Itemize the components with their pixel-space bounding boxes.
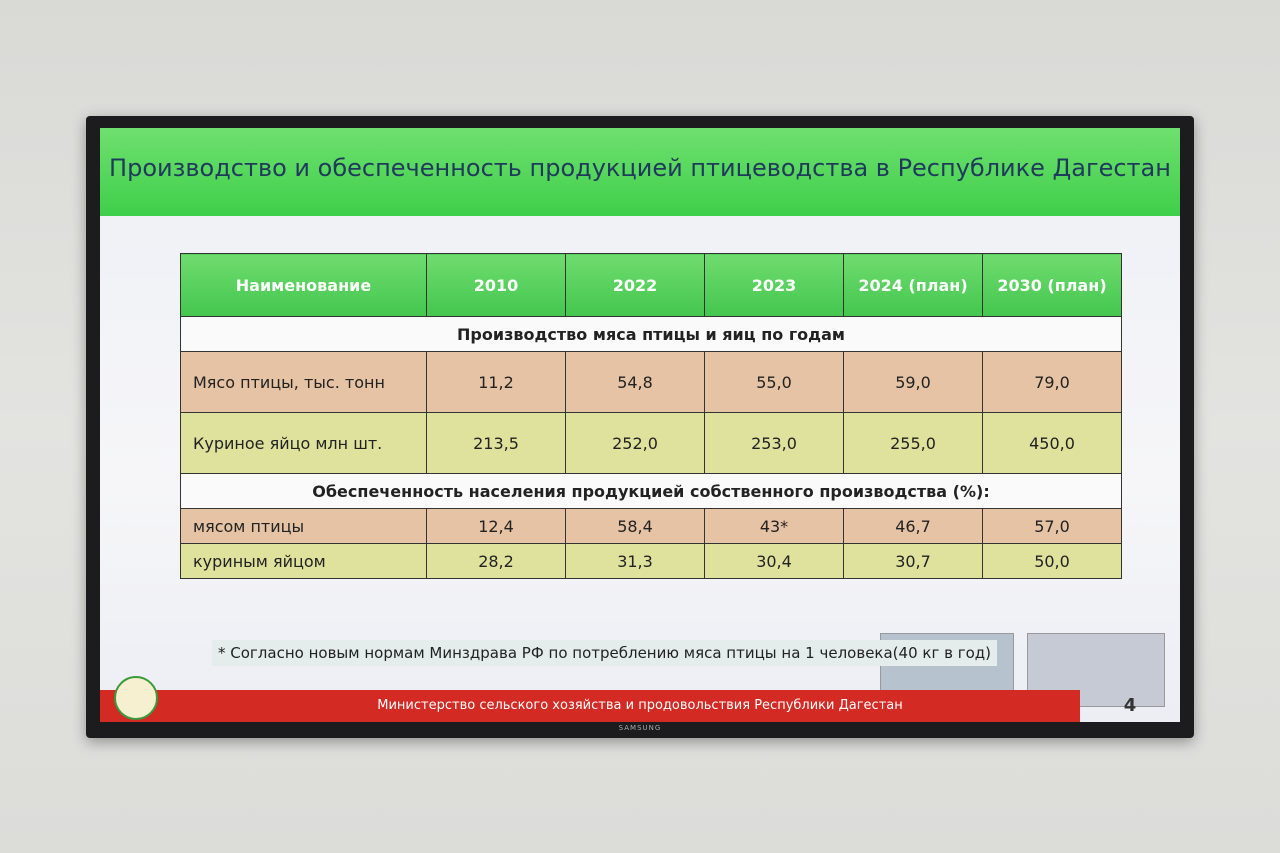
header-cell: 2024 (план) bbox=[843, 253, 983, 317]
value-cell: 30,7 bbox=[843, 543, 983, 579]
header-cell: 2022 bbox=[565, 253, 705, 317]
tv-brand: SAMSUNG bbox=[618, 724, 662, 732]
value-cell: 450,0 bbox=[982, 412, 1122, 474]
value-cell: 30,4 bbox=[704, 543, 844, 579]
value-cell: 213,5 bbox=[426, 412, 566, 474]
value-cell: 58,4 bbox=[565, 508, 705, 544]
value-cell: 31,3 bbox=[565, 543, 705, 579]
value-cell: 55,0 bbox=[704, 351, 844, 413]
value-cell: 59,0 bbox=[843, 351, 983, 413]
footer-bar bbox=[100, 690, 1080, 722]
logo bbox=[114, 676, 158, 720]
table-row: мясом птицы 12,4 58,4 43* 46,7 57,0 bbox=[180, 508, 1122, 544]
table-row: куриным яйцом 28,2 31,3 30,4 30,7 50,0 bbox=[180, 543, 1122, 579]
value-cell: 11,2 bbox=[426, 351, 566, 413]
title-bar bbox=[100, 128, 1180, 216]
section-title: Обеспеченность населения продукцией собс… bbox=[180, 473, 1122, 509]
header-cell: Наименование bbox=[180, 253, 427, 317]
header-cell: 2023 bbox=[704, 253, 844, 317]
section-title: Производство мяса птицы и яиц по годам bbox=[180, 316, 1122, 352]
footnote: * Согласно новым нормам Минздрава РФ по … bbox=[212, 640, 997, 666]
row-label: мясом птицы bbox=[180, 508, 427, 544]
value-cell: 255,0 bbox=[843, 412, 983, 474]
footer: Министерство сельского хозяйства и продо… bbox=[377, 698, 903, 713]
header-cell: 2030 (план) bbox=[982, 253, 1122, 317]
row-label: куриным яйцом bbox=[180, 543, 427, 579]
section-row: Производство мяса птицы и яиц по годам bbox=[180, 316, 1122, 352]
slide-title: Производство и обеспеченность продукцией… bbox=[109, 154, 1171, 182]
slide: Производство и обеспеченность продукцией… bbox=[100, 128, 1180, 722]
header-cell: 2010 bbox=[426, 253, 566, 317]
header-row: Наименование 2010 2022 2023 2024 (план) 2030 … bbox=[180, 253, 1122, 317]
table-row: Мясо птицы, тыс. тонн 11,2 54,8 55,0 59,0 79,… bbox=[180, 351, 1122, 413]
table-row: Куриное яйцо млн шт. 213,5 252,0 253,0 255,0… bbox=[180, 412, 1122, 474]
value-cell: 57,0 bbox=[982, 508, 1122, 544]
value-cell: 28,2 bbox=[426, 543, 566, 579]
row-label: Мясо птицы, тыс. тонн bbox=[180, 351, 427, 413]
value-cell: 79,0 bbox=[982, 351, 1122, 413]
value-cell: 46,7 bbox=[843, 508, 983, 544]
page-number: 4 bbox=[1123, 695, 1137, 716]
value-cell: 54,8 bbox=[565, 351, 705, 413]
row-label: Куриное яйцо млн шт. bbox=[180, 412, 427, 474]
value-cell: 253,0 bbox=[704, 412, 844, 474]
value-cell: 12,4 bbox=[426, 508, 566, 544]
value-cell: 50,0 bbox=[982, 543, 1122, 579]
data-table: Наименование 2010 2022 2023 2024 (план) 2030 … bbox=[180, 253, 1122, 579]
tv-screen: Производство и обеспеченность продукцией… bbox=[86, 116, 1194, 738]
value-cell: 43* bbox=[704, 508, 844, 544]
section-row: Обеспеченность населения продукцией собс… bbox=[180, 473, 1122, 509]
value-cell: 252,0 bbox=[565, 412, 705, 474]
